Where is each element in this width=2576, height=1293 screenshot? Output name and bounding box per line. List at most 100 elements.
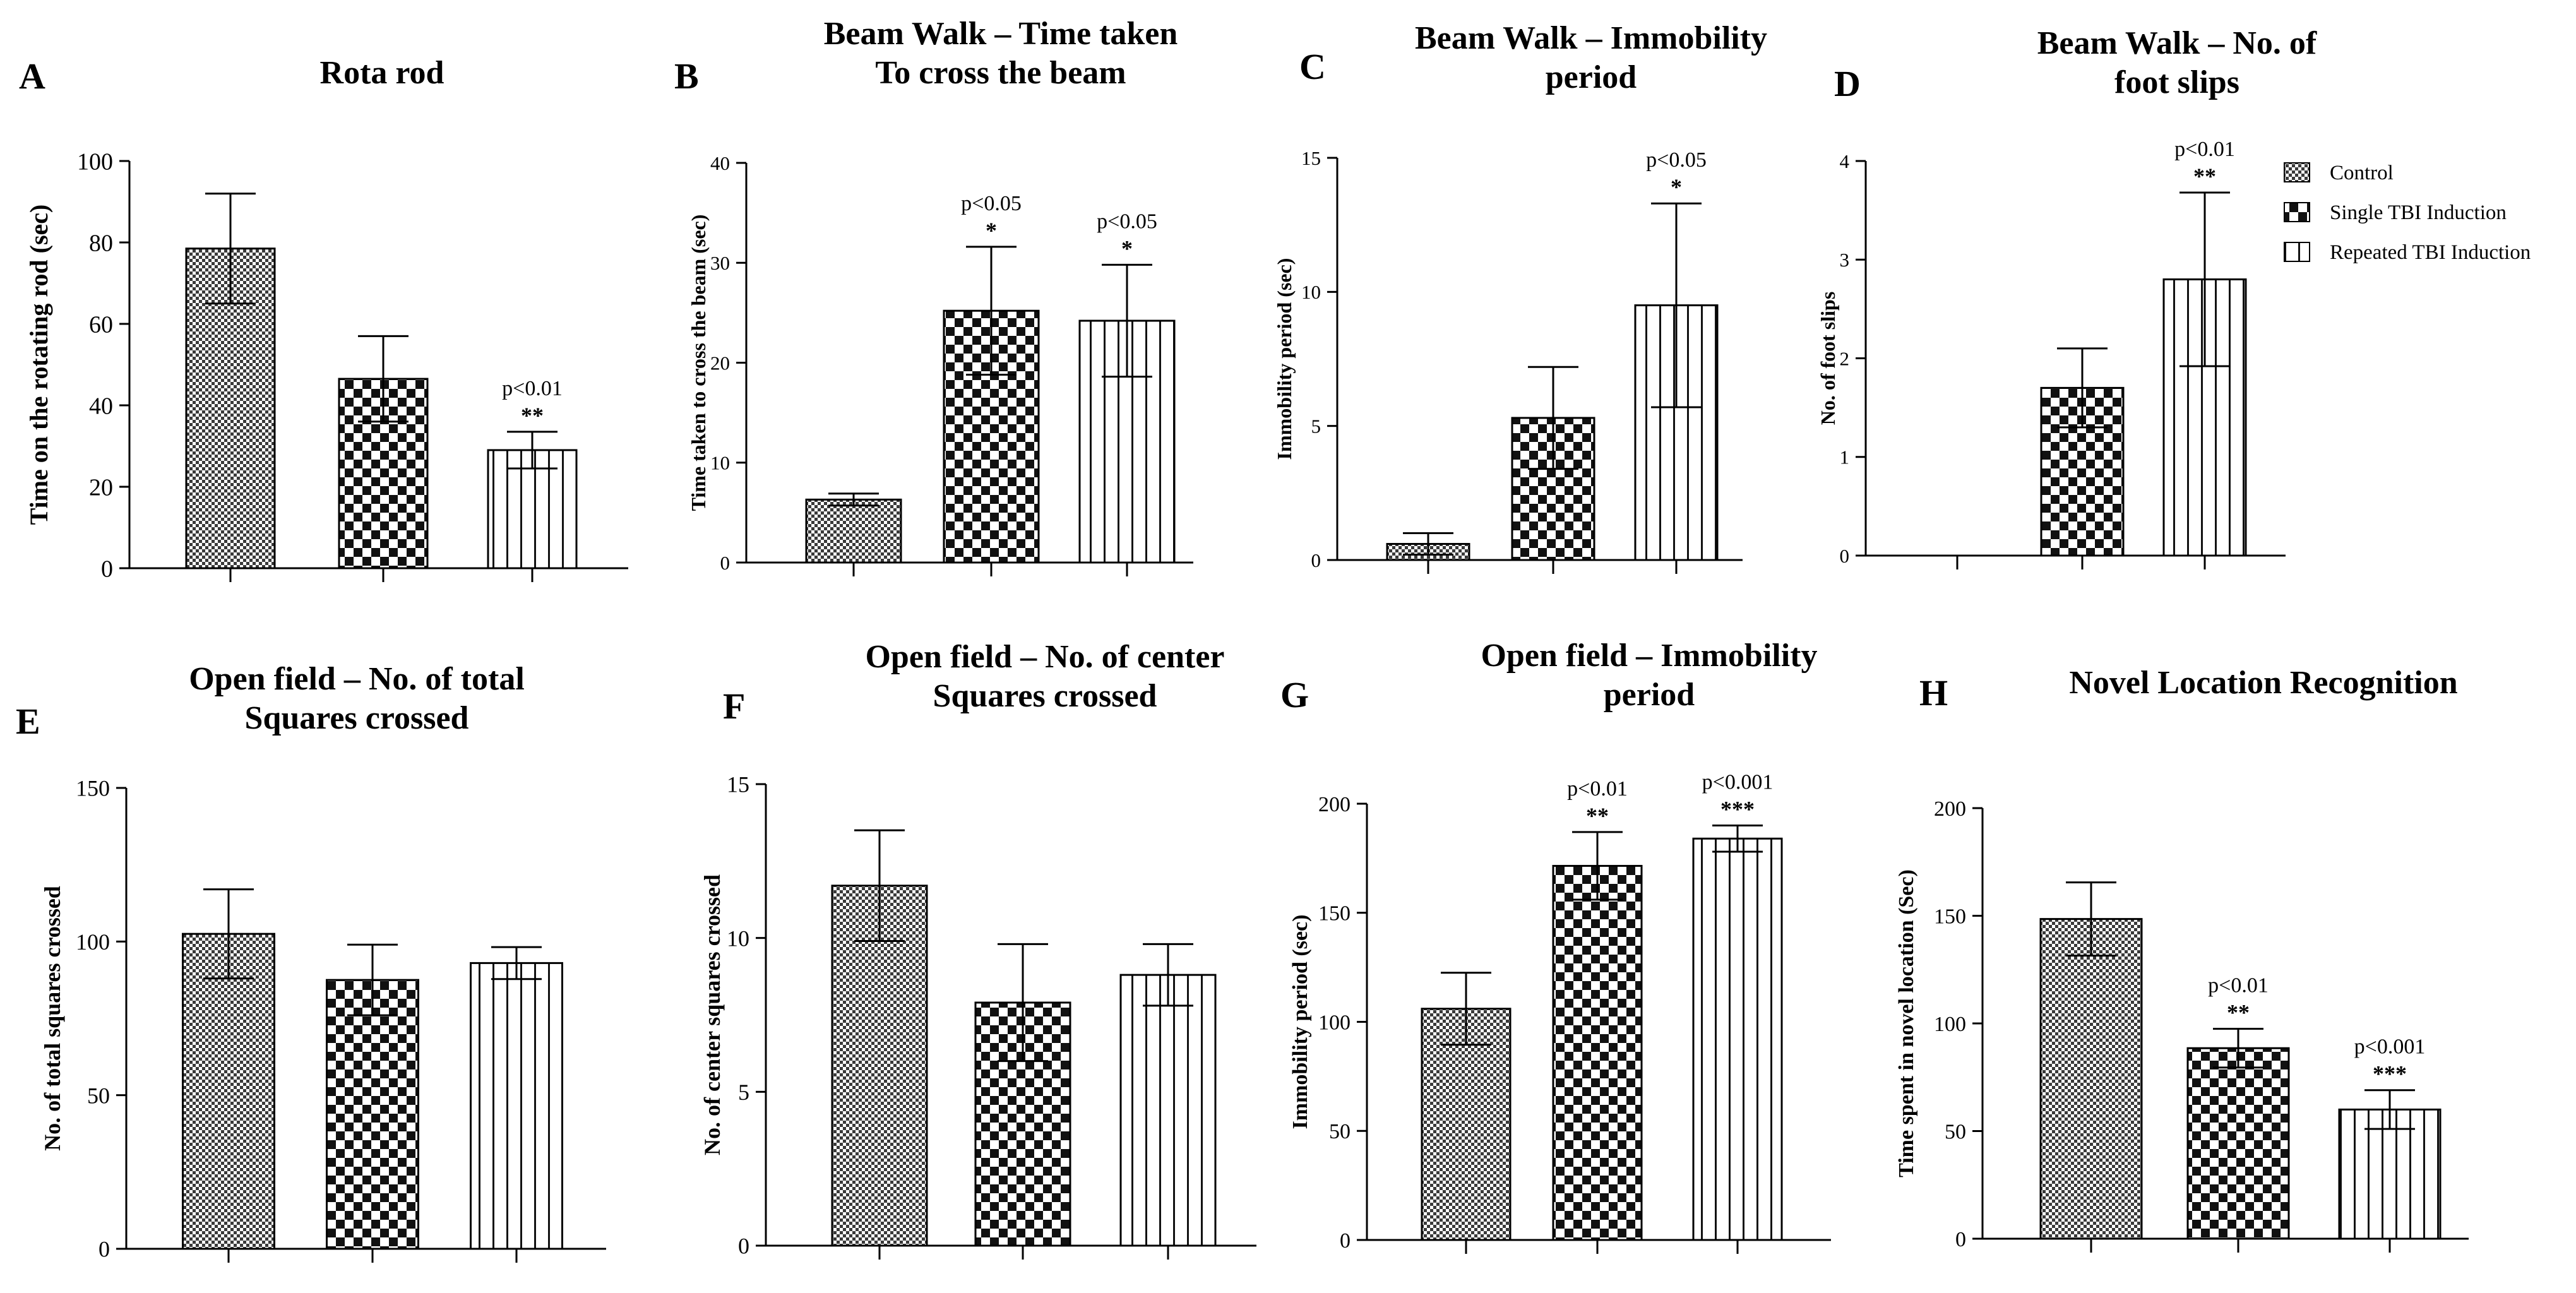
panel-letter: F [723,686,745,727]
y-tick-label: 60 [89,311,113,338]
y-tick-label: 0 [101,556,113,582]
y-tick-label: 0 [1840,545,1850,567]
legend: Control Single TBI Induction Repeated TBI … [2284,162,2531,264]
chart-title: Rota rod [320,55,444,91]
p-value-label: p<0.05 [1097,210,1157,233]
y-tick-label: 0 [98,1237,110,1262]
bar-repeated-tbi-induction [2338,1108,2442,1240]
p-value-label: p<0.01 [502,377,563,400]
legend-swatch-repeated [2284,242,2310,262]
y-tick-label: 10 [1301,281,1321,303]
y-tick-label: 40 [710,152,730,174]
bar-control [2039,918,2143,1240]
bar-single-tbi-induction [338,378,429,569]
y-tick-label: 0 [738,1234,749,1259]
p-value-label: p<0.01 [1567,777,1628,801]
legend-label-single: Single TBI Induction [2330,201,2507,224]
p-value-label: p<0.05 [1646,148,1707,172]
significance-stars: ** [2227,1000,2250,1025]
significance-stars: ** [521,403,544,428]
chart-title: To cross the beam [875,55,1126,91]
y-axis-label: No. of total squares crossed [40,886,65,1151]
panel-letter: B [674,56,699,97]
significance-stars: *** [2373,1061,2407,1087]
chart-title: Squares crossed [933,678,1157,714]
significance-stars: ** [2193,164,2216,189]
significance-stars: ** [1586,803,1609,828]
y-tick-label: 50 [1329,1120,1351,1143]
y-tick-label: 0 [1311,549,1321,571]
legend-swatch-single [2284,202,2310,222]
significance-stars: *** [1720,797,1755,822]
chart-title: Open field – No. of center [865,639,1224,675]
y-axis-label: No. of center squares crossed [700,874,725,1155]
bar-repeated-tbi-induction [1634,304,1719,561]
y-tick-label: 30 [710,252,730,274]
y-tick-label: 5 [1311,415,1321,438]
y-tick-label: 10 [727,926,749,951]
y-tick-label: 50 [87,1083,110,1108]
panel-letter: C [1299,46,1326,87]
chart-title: Novel Location Recognition [2069,665,2457,701]
significance-stars: * [1671,174,1682,200]
y-tick-label: 100 [76,929,110,955]
y-tick-label: 50 [1945,1120,1966,1143]
bar-control [182,933,275,1250]
y-tick-label: 200 [1934,797,1966,821]
bar-control [1421,1008,1512,1241]
p-value-label: p<0.01 [2208,974,2269,998]
y-tick-label: 15 [727,772,749,797]
p-value-label: p<0.001 [1702,771,1774,794]
y-tick-label: 150 [1934,905,1966,928]
p-value-label: p<0.01 [2174,138,2235,161]
y-tick-label: 40 [89,393,113,419]
chart-title: foot slips [2114,64,2239,100]
bar-control [831,885,928,1247]
panel-letter: E [16,701,40,742]
bar-single-tbi-induction [1552,864,1643,1241]
chart-title: Open field – Immobility [1481,638,1817,674]
y-tick-label: 0 [1340,1229,1351,1253]
y-tick-label: 100 [1318,1011,1351,1034]
y-tick-label: 2 [1840,347,1850,369]
y-axis-label: Time on the rotating rod (sec) [25,205,53,525]
panel-letter: G [1280,674,1309,715]
y-tick-label: 0 [720,552,730,574]
y-tick-label: 80 [89,230,113,256]
panel-letter: H [1919,672,1948,713]
y-tick-label: 1 [1840,446,1850,468]
bar-single-tbi-induction [326,979,419,1250]
p-value-label: p<0.001 [2354,1035,2426,1059]
chart-title: period [1604,677,1695,713]
y-axis-label: Immobility period (sec) [1289,915,1312,1129]
y-tick-label: 3 [1840,249,1850,271]
y-tick-label: 0 [1955,1228,1966,1251]
panel-letter: A [19,56,45,97]
chart-title: Beam Walk – No. of [2037,25,2317,61]
bar-control [805,498,902,564]
legend-label-control: Control [2330,162,2394,184]
bar-repeated-tbi-induction [470,962,563,1250]
bar-single-tbi-induction [2186,1047,2290,1240]
panel-h: H Novel Location Recognition 0 50 100 150 200 T… [1895,665,2469,1253]
y-tick-label: 150 [1318,902,1351,926]
panel-a: A Rota rod 0 20 40 60 80 100 Time on the rotatin… [19,55,628,582]
y-tick-label: 15 [1301,147,1321,169]
y-tick-label: 100 [1934,1013,1966,1036]
legend-label-repeated: Repeated TBI Induction [2330,241,2531,264]
chart-title: Beam Walk – Immobility [1415,20,1767,56]
y-axis-label: Immobility period (sec) [1273,258,1296,460]
y-axis-label: No. of foot slips [1816,292,1839,426]
y-tick-label: 100 [77,148,113,175]
y-tick-label: 10 [710,452,730,474]
chart-title: Open field – No. of total [189,661,525,697]
bar-repeated-tbi-induction [487,449,578,569]
y-tick-label: 20 [89,474,113,501]
y-tick-label: 5 [738,1080,749,1105]
